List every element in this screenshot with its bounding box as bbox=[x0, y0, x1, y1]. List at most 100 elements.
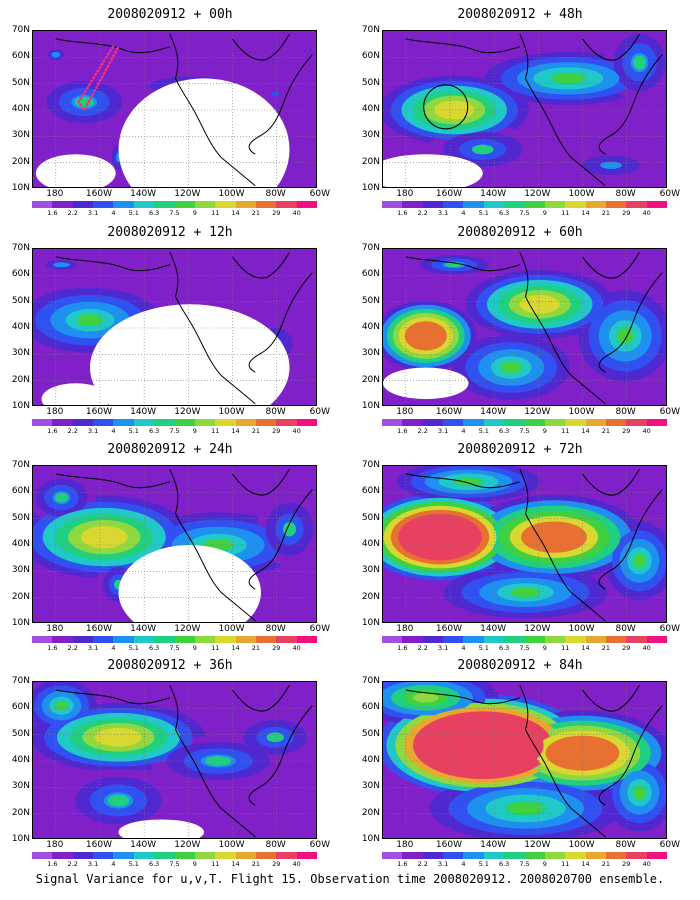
coastline bbox=[519, 468, 606, 622]
map-field bbox=[33, 682, 316, 838]
longitude-label: 140W bbox=[480, 407, 507, 417]
contour-fill bbox=[266, 732, 284, 743]
colorbar-label: 40 bbox=[292, 860, 301, 868]
map-panel: 2008020912 + 00h 70N 60N 50N 40N 30N 20N 10N 180… bbox=[0, 2, 340, 217]
coastline bbox=[169, 468, 256, 622]
longitude-label: 100W bbox=[568, 624, 595, 634]
variance-map bbox=[382, 248, 667, 406]
longitude-label: 140W bbox=[130, 840, 157, 850]
coastline bbox=[55, 473, 170, 489]
latitude-label: 40N bbox=[11, 322, 30, 332]
longitude-label: 100W bbox=[218, 624, 245, 634]
latitude-label: 50N bbox=[11, 512, 30, 523]
longitude-label: 120W bbox=[174, 624, 201, 634]
variance-map bbox=[32, 248, 317, 406]
colorbar-label: 21 bbox=[601, 644, 611, 652]
coastline bbox=[232, 468, 290, 496]
colorbar-swatch bbox=[276, 636, 297, 643]
colorbar-label: 2.2 bbox=[417, 427, 428, 435]
colorbar-label: 2.2 bbox=[417, 644, 428, 652]
contour-fill bbox=[95, 728, 142, 747]
latitude-label: 60N bbox=[11, 51, 30, 62]
contour-fill bbox=[421, 715, 544, 775]
colorbar-label: 40 bbox=[642, 644, 651, 652]
latitude-label: 70N bbox=[11, 243, 30, 253]
colorbar-label: 9 bbox=[542, 427, 547, 435]
colorbar-label: 40 bbox=[642, 209, 651, 217]
colorbar bbox=[32, 419, 318, 426]
colorbar-swatch bbox=[605, 852, 627, 859]
coastline bbox=[519, 33, 606, 187]
colorbar-label: 29 bbox=[622, 644, 631, 652]
low-variance-area bbox=[383, 367, 469, 400]
colorbar-label: 3.1 bbox=[87, 209, 99, 217]
latitude-label: 50N bbox=[361, 512, 380, 523]
longitude-label: 180 bbox=[396, 189, 414, 199]
longitude-label: 180 bbox=[396, 407, 414, 417]
colorbar-swatch bbox=[626, 852, 647, 859]
latitude-label: 60N bbox=[361, 702, 380, 713]
colorbar-swatch bbox=[113, 852, 134, 859]
coastline bbox=[519, 251, 606, 405]
contour-fill bbox=[545, 735, 620, 771]
contour-fill bbox=[412, 693, 439, 703]
colorbar-swatch bbox=[422, 201, 444, 208]
latitude-label: 40N bbox=[11, 755, 30, 765]
panel-title: 2008020912 + 12h bbox=[107, 225, 233, 240]
colorbar-label: 6.3 bbox=[148, 209, 160, 217]
colorbar-label: 5.1 bbox=[478, 860, 489, 868]
latitude-label: 50N bbox=[11, 295, 30, 306]
coastline bbox=[169, 33, 256, 187]
colorbar-label: 3.1 bbox=[87, 644, 99, 652]
colorbar-label: 29 bbox=[622, 860, 631, 868]
colorbar-label: 14 bbox=[581, 209, 590, 217]
colorbar-swatch bbox=[544, 419, 566, 426]
map-panel: 2008020912 + 24h 70N 60N 50N 40N 30N 20N 10N 180… bbox=[0, 437, 340, 652]
colorbar-swatch bbox=[646, 636, 668, 643]
latitude-label: 20N bbox=[11, 374, 30, 385]
colorbar-swatch bbox=[463, 636, 484, 643]
colorbar-label: 21 bbox=[601, 209, 611, 217]
longitude-label: 100W bbox=[218, 189, 245, 199]
colorbar-swatch bbox=[382, 419, 403, 426]
colorbar bbox=[382, 201, 668, 208]
colorbar-swatch bbox=[93, 201, 114, 208]
longitude-label: 160W bbox=[435, 624, 462, 634]
colorbar-label: 6.3 bbox=[148, 427, 160, 435]
colorbar-label: 3.1 bbox=[87, 860, 99, 868]
latitude-label: 20N bbox=[11, 156, 30, 167]
colorbar-swatch bbox=[524, 636, 545, 643]
coastline bbox=[405, 256, 520, 272]
colorbar-swatch bbox=[52, 201, 73, 208]
longitude-label: 60W bbox=[659, 624, 681, 634]
contour-fill bbox=[55, 492, 68, 503]
colorbar-swatch bbox=[402, 201, 423, 208]
latitude-label: 50N bbox=[11, 728, 30, 739]
contour-fill bbox=[600, 161, 622, 169]
longitude-label: 180 bbox=[46, 840, 64, 850]
colorbar-swatch bbox=[585, 201, 606, 208]
colorbar-label: 7.5 bbox=[519, 860, 530, 868]
coastline bbox=[232, 251, 290, 279]
colorbar-label: 5.1 bbox=[128, 860, 139, 868]
contour-fill bbox=[205, 756, 232, 766]
colorbar-swatch bbox=[235, 636, 256, 643]
colorbar-label: 1.6 bbox=[397, 209, 408, 217]
map-field bbox=[33, 249, 316, 405]
coastline bbox=[582, 468, 640, 496]
colorbar-label: 40 bbox=[292, 644, 301, 652]
colorbar-swatch bbox=[154, 419, 175, 426]
colorbar-label: 3.1 bbox=[437, 644, 449, 652]
colorbar-swatch bbox=[52, 636, 73, 643]
colorbar-swatch bbox=[255, 201, 277, 208]
colorbar-swatch bbox=[605, 419, 627, 426]
coastline bbox=[169, 251, 256, 405]
colorbar-label: 40 bbox=[642, 427, 651, 435]
latitude-label: 10N bbox=[361, 401, 380, 411]
colorbar-swatch bbox=[544, 636, 566, 643]
colorbar-swatch bbox=[422, 419, 444, 426]
colorbar-label: 29 bbox=[272, 209, 281, 217]
longitude-label: 140W bbox=[480, 624, 507, 634]
colorbar-swatch bbox=[215, 419, 236, 426]
map-field bbox=[383, 249, 666, 405]
